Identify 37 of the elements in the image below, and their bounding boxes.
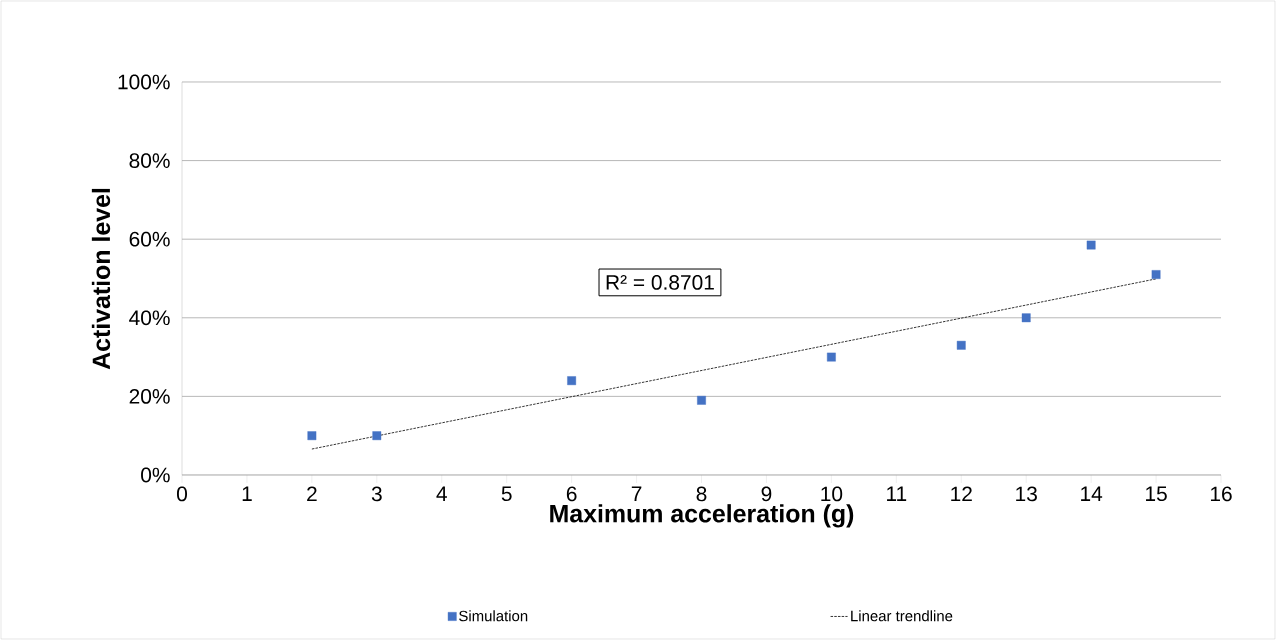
x-tick-label: 15 [1146,486,1167,502]
x-tick-label: 10 [821,486,843,502]
point [307,431,317,441]
point [1086,240,1096,250]
x-tick-label: 7 [631,486,642,501]
x-axis-title: Maximum acceleration (g) [550,504,854,528]
x-tick-label: 16 [1210,486,1232,502]
y-tick-label: 60% [129,231,170,247]
y-tick-label: 20% [129,388,170,404]
x-tick-label: 14 [1081,486,1103,501]
x-tick-label: 12 [951,486,972,502]
x-tick-label: 0 [177,486,187,502]
y-tick-label: 100% [118,74,170,90]
legend-label: Simulation [459,610,528,622]
annotation: R² = 0.8701 [606,275,714,290]
x-tick-label: 5 [501,486,512,502]
point [372,431,382,441]
x-tick-label: 1 [242,486,252,501]
point [1021,313,1031,323]
legend-label: Linear trendline [851,610,953,622]
x-tick-label: 4 [436,486,447,501]
point [956,340,966,350]
point [1151,270,1161,279]
x-tick-label: 13 [1016,486,1037,502]
y-tick-label: 40% [129,310,170,326]
x-tick-label: 2 [307,486,317,502]
x-tick-label: 6 [566,486,577,502]
x-tick-label: 11 [887,486,907,501]
y-tick-label: 0% [141,467,170,483]
x-tick-label: 3 [371,486,382,502]
y-tick-label: 80% [129,153,170,168]
point [697,395,706,405]
x-tick-label: 9 [761,486,772,502]
point [567,376,577,386]
x-tick-label: 8 [696,486,707,502]
point [827,352,836,362]
y-axis-title: Activation level [91,188,111,370]
